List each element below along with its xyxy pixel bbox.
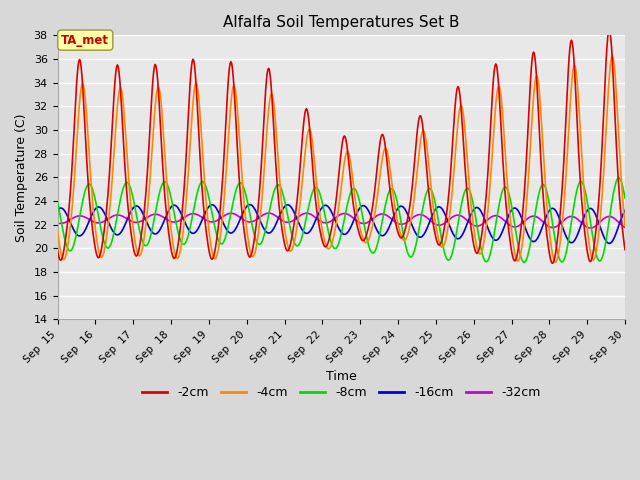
X-axis label: Time: Time xyxy=(326,371,356,384)
Text: TA_met: TA_met xyxy=(61,34,109,47)
Title: Alfalfa Soil Temperatures Set B: Alfalfa Soil Temperatures Set B xyxy=(223,15,460,30)
Y-axis label: Soil Temperature (C): Soil Temperature (C) xyxy=(15,113,28,241)
Legend: -2cm, -4cm, -8cm, -16cm, -32cm: -2cm, -4cm, -8cm, -16cm, -32cm xyxy=(137,381,545,404)
